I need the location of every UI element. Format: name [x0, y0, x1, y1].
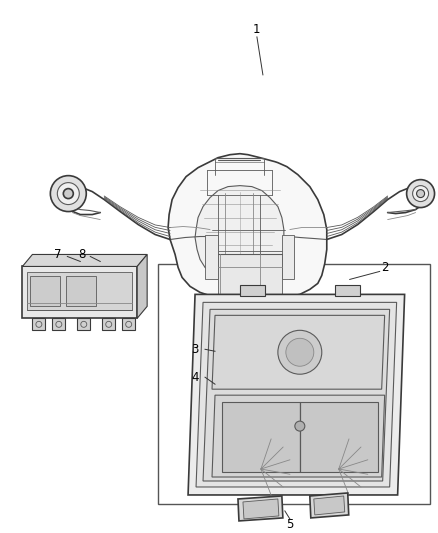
Text: 3: 3 — [191, 343, 199, 356]
Polygon shape — [66, 277, 96, 306]
Polygon shape — [195, 185, 284, 280]
Polygon shape — [53, 318, 65, 330]
Circle shape — [57, 183, 79, 205]
Polygon shape — [102, 318, 115, 330]
Bar — [158, 264, 430, 504]
Polygon shape — [32, 318, 46, 330]
Circle shape — [295, 421, 305, 431]
Polygon shape — [22, 254, 147, 266]
Polygon shape — [122, 318, 135, 330]
Polygon shape — [212, 395, 385, 477]
Text: 8: 8 — [78, 248, 86, 261]
Text: 2: 2 — [381, 261, 389, 274]
Polygon shape — [218, 254, 282, 294]
Polygon shape — [196, 302, 397, 487]
Text: 7: 7 — [53, 248, 61, 261]
Polygon shape — [22, 266, 137, 318]
Circle shape — [413, 185, 428, 201]
Circle shape — [278, 330, 322, 374]
Polygon shape — [212, 316, 385, 389]
Text: 4: 4 — [191, 371, 199, 384]
Text: 5: 5 — [286, 519, 293, 531]
Polygon shape — [77, 318, 90, 330]
Polygon shape — [243, 499, 279, 519]
Polygon shape — [168, 154, 327, 301]
Polygon shape — [240, 285, 265, 296]
Polygon shape — [222, 402, 300, 472]
Polygon shape — [310, 493, 349, 518]
Polygon shape — [335, 285, 360, 296]
Circle shape — [406, 180, 434, 207]
Polygon shape — [282, 235, 294, 279]
Circle shape — [286, 338, 314, 366]
Polygon shape — [137, 254, 147, 318]
Text: 1: 1 — [253, 23, 261, 36]
Polygon shape — [188, 294, 405, 495]
Circle shape — [417, 190, 424, 198]
Polygon shape — [30, 277, 60, 306]
Circle shape — [50, 176, 86, 212]
Polygon shape — [205, 235, 218, 279]
Circle shape — [64, 189, 73, 199]
Polygon shape — [203, 309, 390, 481]
Polygon shape — [238, 496, 283, 521]
Polygon shape — [28, 272, 132, 310]
Polygon shape — [300, 402, 378, 472]
Polygon shape — [314, 496, 345, 515]
